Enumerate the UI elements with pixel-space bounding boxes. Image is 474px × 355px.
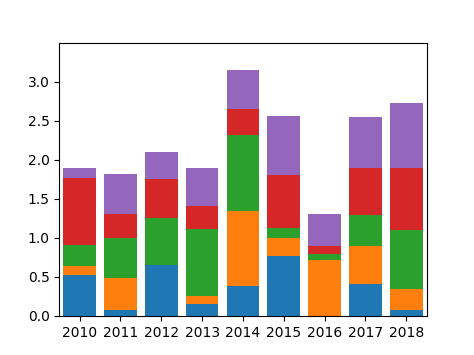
Bar bbox=[349, 246, 382, 284]
Bar bbox=[104, 214, 137, 238]
Bar bbox=[64, 168, 96, 178]
Bar bbox=[349, 168, 382, 215]
Bar bbox=[186, 229, 219, 296]
Bar bbox=[64, 245, 96, 266]
Bar bbox=[145, 218, 178, 265]
Bar bbox=[186, 168, 219, 206]
Bar bbox=[186, 206, 219, 229]
Bar bbox=[227, 135, 259, 211]
Bar bbox=[186, 304, 219, 316]
Bar bbox=[186, 296, 219, 304]
Bar bbox=[267, 256, 300, 316]
Bar bbox=[64, 274, 96, 316]
Bar bbox=[308, 260, 341, 316]
Bar bbox=[104, 238, 137, 278]
Bar bbox=[390, 168, 422, 230]
Bar bbox=[104, 174, 137, 214]
Bar bbox=[227, 109, 259, 135]
Bar bbox=[349, 284, 382, 316]
Bar bbox=[308, 246, 341, 254]
Bar bbox=[349, 117, 382, 168]
Bar bbox=[145, 179, 178, 218]
Bar bbox=[390, 311, 422, 316]
Bar bbox=[390, 103, 422, 168]
Bar bbox=[64, 266, 96, 274]
Bar bbox=[349, 215, 382, 246]
Bar bbox=[227, 286, 259, 316]
Bar bbox=[390, 230, 422, 289]
Bar bbox=[308, 214, 341, 246]
Bar bbox=[145, 265, 178, 316]
Bar bbox=[64, 178, 96, 245]
Bar bbox=[267, 228, 300, 238]
Bar bbox=[308, 254, 341, 260]
Bar bbox=[227, 70, 259, 109]
Bar bbox=[390, 289, 422, 311]
Bar bbox=[267, 175, 300, 228]
Bar bbox=[104, 278, 137, 310]
Bar bbox=[267, 116, 300, 175]
Bar bbox=[145, 152, 178, 179]
Bar bbox=[104, 310, 137, 316]
Bar bbox=[267, 238, 300, 256]
Bar bbox=[227, 211, 259, 286]
